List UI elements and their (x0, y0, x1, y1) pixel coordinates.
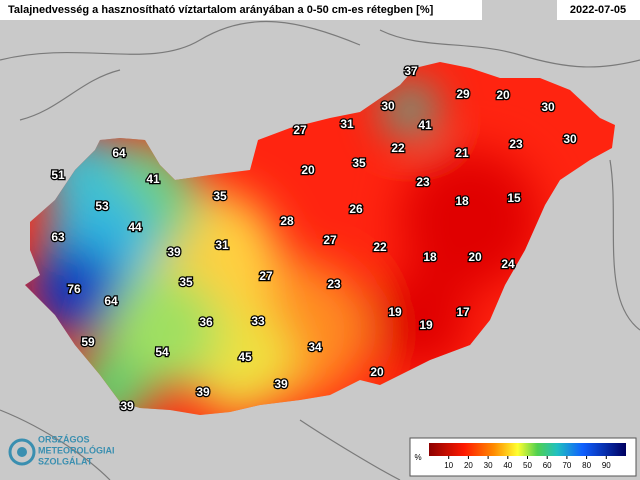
station-value: 18 (423, 250, 437, 264)
station-value: 53 (95, 199, 109, 213)
station-value: 27 (293, 123, 307, 137)
station-value: 28 (280, 214, 294, 228)
station-value: 26 (349, 202, 363, 216)
legend-tick-label: 60 (543, 461, 552, 470)
station-value: 64 (104, 294, 118, 308)
station-value: 30 (381, 99, 395, 113)
station-value: 27 (323, 233, 337, 247)
station-value: 31 (340, 117, 354, 131)
legend-tick-label: 10 (444, 461, 453, 470)
station-value: 30 (563, 132, 577, 146)
date-box (557, 0, 640, 20)
station-value: 39 (167, 245, 181, 259)
station-value: 35 (179, 275, 193, 289)
station-value: 29 (456, 87, 470, 101)
station-value: 18 (455, 194, 469, 208)
border-lines (0, 20, 640, 480)
station-value: 41 (146, 172, 160, 186)
station-value: 63 (51, 230, 65, 244)
station-value: 34 (308, 340, 322, 354)
station-value: 20 (468, 250, 482, 264)
legend-tick-label: 40 (503, 461, 512, 470)
station-value: 20 (496, 88, 510, 102)
station-value: 35 (213, 189, 227, 203)
station-value: 54 (155, 345, 169, 359)
logo-text: ORSZÁGOS (38, 434, 90, 444)
logo-text: SZOLGÁLAT (38, 456, 93, 466)
station-value: 23 (509, 137, 523, 151)
legend-tick-label: 80 (582, 461, 591, 470)
station-value: 23 (327, 277, 341, 291)
station-value: 19 (419, 318, 433, 332)
station-value: 41 (418, 118, 432, 132)
station-value: 31 (215, 238, 229, 252)
station-value: 59 (81, 335, 95, 349)
station-value: 23 (416, 175, 430, 189)
station-value: 44 (128, 220, 142, 234)
station-value: 30 (541, 100, 555, 114)
station-value: 20 (301, 163, 315, 177)
date: 2022-07-05 (570, 4, 626, 16)
logo-icon (8, 438, 36, 466)
station-value: 76 (67, 282, 81, 296)
station-value: 24 (501, 257, 515, 271)
station-value: 20 (370, 365, 384, 379)
station-value: 22 (373, 240, 387, 254)
legend-unit: % (414, 453, 421, 462)
legend-tick-label: 90 (602, 461, 611, 470)
station-value: 35 (352, 156, 366, 170)
station-value: 64 (112, 146, 126, 160)
labels: 37 29 20 30 30 41 31 27 22 21 23 30 64 51 41 20 35 23 18 15… (38, 63, 611, 470)
logo (8, 438, 36, 466)
legend-tick-label: 70 (562, 461, 571, 470)
logo-text: METEOROLÓGIAI (38, 444, 115, 455)
station-value: 39 (120, 399, 134, 413)
title-box (0, 0, 482, 20)
station-value: 27 (259, 269, 273, 283)
station-value: 36 (199, 315, 213, 329)
station-value: 45 (238, 350, 252, 364)
legend-tick-label: 50 (523, 461, 532, 470)
station-value: 39 (274, 377, 288, 391)
colorbar (429, 443, 626, 456)
station-value: 33 (251, 314, 265, 328)
station-value: 15 (507, 191, 521, 205)
station-value: 22 (391, 141, 405, 155)
station-value: 17 (456, 305, 470, 319)
station-value: 39 (196, 385, 210, 399)
logo-icon-core (17, 447, 27, 457)
station-value: 51 (51, 168, 65, 182)
legend-tick-label: 30 (484, 461, 493, 470)
title: Talajnedvesség a hasznosítható víztartal… (8, 4, 434, 16)
station-value: 19 (388, 305, 402, 319)
station-value: 21 (455, 146, 469, 160)
legend-tick-label: 20 (464, 461, 473, 470)
station-value: 37 (404, 64, 418, 78)
